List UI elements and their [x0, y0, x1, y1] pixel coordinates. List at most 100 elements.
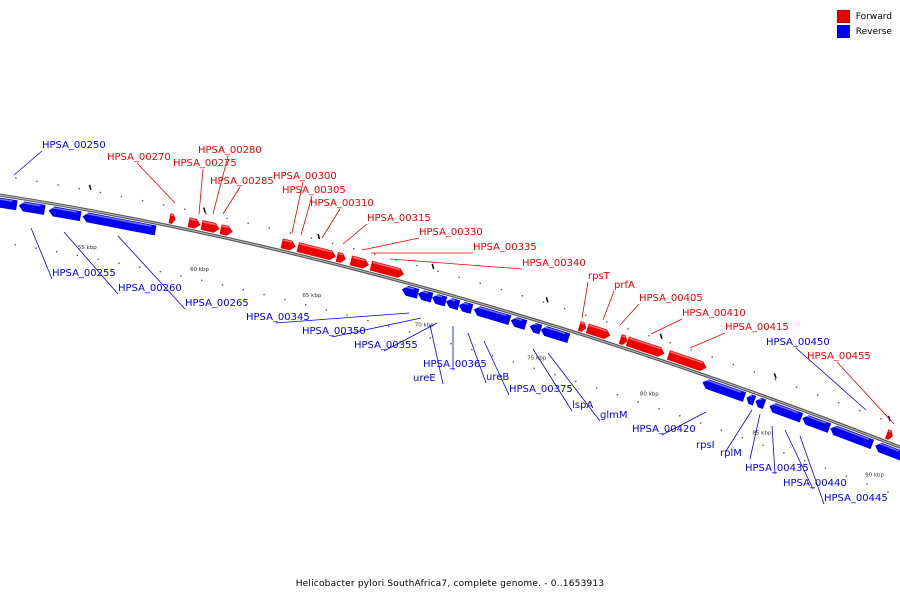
tick-dot: [450, 342, 452, 345]
tick-dot: [720, 429, 723, 431]
gene-body: [431, 294, 448, 307]
gene-body: [769, 403, 804, 423]
tick-dot: [732, 363, 735, 366]
gene-10: [335, 251, 346, 263]
gene-12: [369, 260, 404, 278]
gene-label: HPSA_00310: [310, 198, 374, 209]
gene-body: [625, 336, 665, 357]
gene-label: HPSA_00455: [807, 351, 871, 362]
gene-shine: [512, 316, 523, 321]
gene-label: HPSA_00330: [419, 227, 483, 238]
gene-shine: [748, 394, 753, 397]
legend-forward-label: Forward: [855, 11, 892, 22]
tick-dot: [76, 254, 79, 257]
tick-dot: [268, 227, 270, 229]
gene-label: HPSA_00280: [198, 145, 262, 156]
gene-shine: [447, 297, 456, 302]
gene-16: [445, 297, 461, 311]
gene-body: [187, 217, 201, 229]
scale-tick-label: 70 kbp: [415, 323, 434, 329]
gene-shine: [403, 285, 415, 290]
leader-line: [13, 150, 43, 176]
gene-shine: [419, 289, 429, 294]
tick-dot: [180, 275, 182, 277]
tick-dot: [595, 387, 598, 389]
gene-body: [417, 290, 434, 303]
gene-shine: [629, 337, 661, 350]
gene-17: [458, 301, 474, 314]
tick-dot: [606, 321, 608, 323]
tick-dot: [284, 298, 286, 301]
gene-body: [0, 197, 18, 211]
leader-line: [342, 223, 368, 245]
legend-item-reverse: Reverse: [836, 24, 892, 39]
major-tick-mark: [773, 373, 777, 379]
tick-dot: [325, 309, 328, 311]
gene-label: prfA: [614, 280, 635, 291]
tick-dot: [658, 408, 660, 410]
gene-shine: [542, 325, 566, 335]
leader-line: [275, 312, 410, 324]
tick-dot: [163, 204, 165, 206]
minor-ticks: [14, 177, 889, 493]
tick-dot: [99, 191, 102, 194]
gene-label: HPSA_00300: [273, 171, 337, 182]
tick-dot: [783, 452, 785, 454]
tick-dot: [690, 349, 692, 351]
gene-label: rpsT: [588, 271, 611, 282]
tick-dot: [491, 355, 494, 357]
gene-6: [200, 220, 220, 233]
tick-dot: [838, 402, 840, 404]
tick-dot: [35, 247, 37, 249]
gene-label: HPSA_00285: [210, 176, 274, 187]
gene-body: [618, 334, 628, 346]
gene-shine: [20, 201, 41, 207]
gene-label: HPSA_00415: [725, 322, 789, 333]
tick-dot: [118, 262, 120, 264]
gene-9: [296, 242, 336, 261]
tick-dot: [859, 410, 861, 412]
gene-body: [802, 415, 832, 433]
tick-dot: [512, 361, 515, 363]
tick-dot: [205, 213, 207, 215]
tick-dot: [15, 177, 17, 179]
major-tick-mark: [545, 297, 549, 303]
map-caption: Helicobacter pylori SouthAfrica7, comple…: [295, 579, 605, 589]
gene-shine: [283, 239, 292, 243]
leader-line: [795, 347, 867, 411]
gene-21: [540, 325, 571, 344]
tick-dot: [289, 232, 292, 234]
tick-dot: [741, 436, 743, 439]
gene-5: [187, 217, 201, 229]
gene-shine: [352, 256, 366, 262]
legend-reverse-label: Reverse: [855, 26, 892, 37]
leader-line: [136, 162, 176, 204]
gene-label: HPSA_00275: [173, 158, 237, 169]
tick-dot: [304, 303, 307, 306]
gene-label: ureB: [486, 372, 509, 383]
gene-body: [48, 206, 82, 222]
gene-body: [884, 429, 893, 440]
major-tick-mark: [88, 184, 92, 191]
gene-label: HPSA_00350: [302, 326, 366, 337]
tick-dot: [669, 342, 671, 344]
gene-0: [0, 197, 18, 211]
gene-shine: [670, 351, 704, 364]
gene-label: HPSA_00315: [367, 213, 431, 224]
gene-label: HPSA_00420: [632, 424, 696, 435]
tick-dot: [221, 284, 224, 286]
major-tick-mark: [431, 263, 435, 270]
gene-body: [18, 201, 46, 215]
gene-shine: [581, 322, 585, 325]
gene-19: [510, 316, 528, 330]
gene-body: [402, 285, 420, 299]
tick-dot: [352, 248, 355, 250]
gene-shine: [372, 261, 401, 271]
leader-line: [771, 425, 776, 475]
leader-line: [650, 318, 683, 335]
gene-body: [335, 251, 346, 263]
gene-label: HPSA_00410: [682, 308, 746, 319]
gene-label: HPSA_00365: [423, 359, 487, 370]
tick-dot: [795, 386, 798, 388]
tick-dot: [416, 264, 418, 267]
